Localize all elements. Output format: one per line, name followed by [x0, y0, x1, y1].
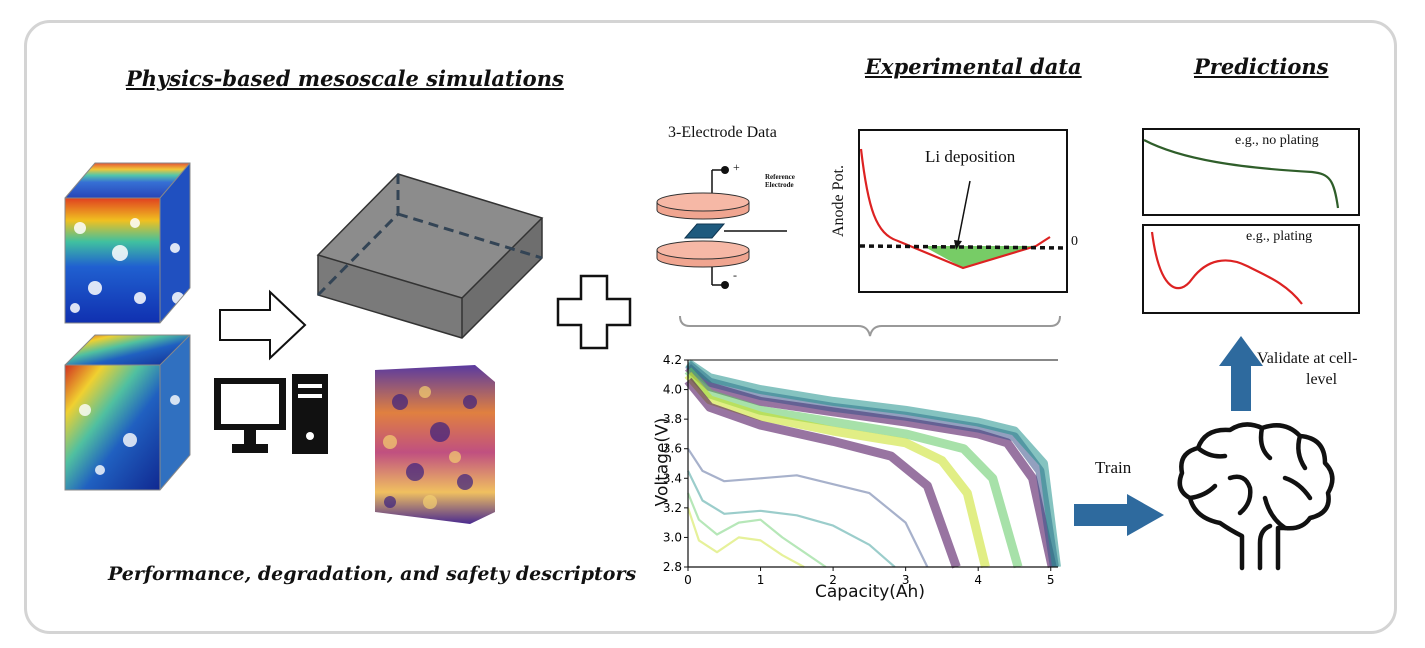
series-line-6	[684, 377, 961, 569]
electrode-title: 3-Electrode Data	[668, 124, 777, 141]
minus-terminal: -	[733, 268, 737, 282]
brain-icon	[1177, 422, 1335, 571]
series-line-5	[684, 371, 990, 569]
y-tick-label: 3.4	[663, 471, 682, 485]
train-arrow	[1074, 494, 1164, 536]
experimental-heading: Experimental data	[865, 54, 1082, 79]
descriptors-caption: Performance, degradation, and safety des…	[108, 563, 637, 585]
voltage-chart: 0 1 2 3 4 5 2.8 3.0 3.2 3.4 3.6 3.8 4.0 4.2	[663, 353, 1061, 587]
anode-ylabel: Anode Pot.	[830, 165, 847, 237]
series-line-8	[687, 470, 896, 568]
particle-microstructure	[375, 365, 495, 524]
three-electrode-schematic	[656, 166, 787, 289]
figure-frame	[24, 20, 1397, 634]
series-line-2	[685, 360, 1059, 568]
zero-level-label: 0	[1071, 234, 1078, 249]
simulation-cube-bottom	[64, 334, 191, 491]
series-line-10	[686, 507, 805, 568]
anode-potential-plot	[858, 129, 1069, 293]
plus-sign	[556, 274, 632, 350]
plating-label: e.g., plating	[1246, 229, 1313, 244]
series-line-7	[687, 448, 929, 568]
y-tick-label: 3.2	[663, 501, 682, 515]
train-label: Train	[1095, 458, 1132, 477]
simulations-heading: Physics-based mesoscale simulations	[126, 66, 564, 91]
series-line-1	[685, 364, 1057, 568]
y-tick-label: 3.8	[663, 412, 682, 426]
no-plating-label: e.g., no plating	[1235, 133, 1319, 148]
prediction-no-plating-plot	[1142, 128, 1360, 216]
x-tick-label: 2	[829, 573, 837, 587]
series-line-3	[685, 359, 1061, 568]
series-line-9	[686, 492, 827, 568]
li-deposition-label: Li deposition	[925, 147, 1016, 166]
y-tick-label: 4.0	[663, 383, 682, 397]
x-tick-label: 4	[974, 573, 982, 587]
predictions-heading: Predictions	[1194, 54, 1329, 79]
x-tick-label: 5	[1047, 573, 1055, 587]
bracket	[679, 315, 1061, 337]
computer-icon	[214, 374, 328, 454]
reference-label-2: Electrode	[765, 181, 794, 189]
x-tick-label: 3	[902, 573, 910, 587]
prediction-plating-plot	[1142, 224, 1360, 314]
chart-ylabel: Voltage(V)	[652, 417, 673, 507]
plus-terminal: +	[733, 160, 740, 174]
validate-label-1: Validate at cell-	[1257, 350, 1358, 367]
reference-label-1: Reference	[765, 173, 795, 181]
chart-xlabel: Capacity(Ah)	[815, 582, 925, 602]
electrode-slab	[316, 173, 544, 339]
y-tick-label: 3.0	[663, 530, 682, 544]
validate-label-2: level	[1306, 371, 1338, 388]
series-line-4	[684, 367, 1023, 569]
validate-arrow	[1219, 336, 1263, 411]
x-tick-label: 1	[757, 573, 765, 587]
outline-arrow-right	[219, 289, 307, 361]
y-tick-label: 2.8	[663, 560, 682, 574]
x-tick-label: 0	[684, 573, 692, 587]
y-tick-label: 4.2	[663, 353, 682, 367]
y-tick-label: 3.6	[663, 442, 682, 456]
simulation-cube-top	[64, 162, 191, 324]
